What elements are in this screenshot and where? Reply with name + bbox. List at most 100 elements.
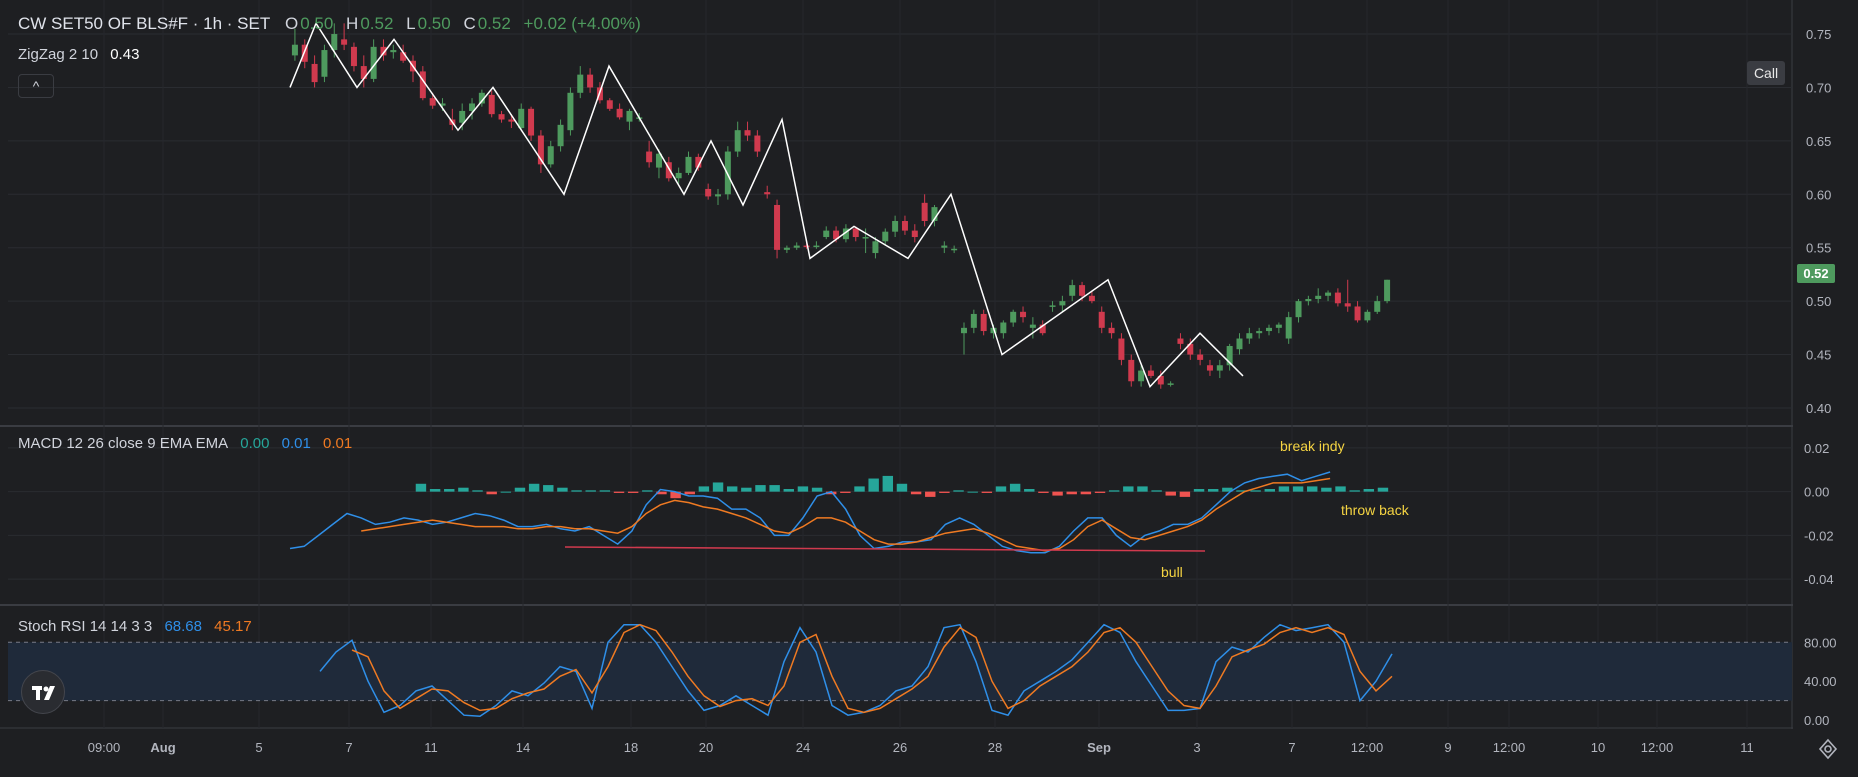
time-tick-label: 11: [1740, 740, 1754, 755]
macd-histogram-bar: [1066, 491, 1077, 495]
macd-histogram-bar: [613, 491, 625, 493]
macd-tick-label: -0.04: [1804, 572, 1834, 587]
close-label: C: [463, 14, 476, 33]
stoch-label[interactable]: Stoch RSI 14 14 3 3: [18, 618, 153, 635]
candle-body: [331, 34, 338, 51]
macd-histogram-bar: [571, 490, 582, 492]
candle-body: [941, 245, 948, 248]
candle-body: [1000, 322, 1007, 334]
macd-histogram-bar: [1278, 486, 1290, 492]
candle-body: [892, 221, 899, 232]
candle-body: [803, 245, 810, 248]
candle-body: [1364, 311, 1371, 321]
candle-body: [1128, 359, 1135, 382]
candle-body: [606, 100, 613, 109]
candle-body: [774, 204, 781, 250]
candle-body: [419, 71, 426, 99]
macd-histogram-bar: [557, 487, 568, 492]
macd-histogram-bar: [1108, 490, 1120, 492]
candle-body: [1049, 305, 1056, 307]
candle-body: [1079, 285, 1086, 296]
time-tick-label: 26: [893, 740, 907, 755]
time-tick-label: 12:00: [1493, 740, 1526, 755]
macd-histogram-bar: [1193, 489, 1205, 492]
time-axis[interactable]: [0, 729, 1858, 777]
candle-body: [862, 237, 869, 239]
candle-body: [360, 66, 367, 79]
stoch-band-fill: [8, 642, 1792, 701]
gear-icon[interactable]: [1816, 737, 1840, 761]
open-label: O: [284, 14, 299, 33]
macd-histogram-bar: [684, 491, 695, 495]
current-price-badge: 0.52: [1797, 264, 1835, 283]
time-tick-label: 5: [255, 740, 262, 755]
time-tick-label: 28: [988, 740, 1002, 755]
price-axis[interactable]: [1793, 0, 1858, 729]
candle-body: [1256, 331, 1263, 334]
macd-histogram-bar: [868, 478, 879, 492]
zigzag-legend[interactable]: ZigZag 2 10 0.43: [18, 46, 141, 63]
macd-histogram-bar: [953, 490, 964, 492]
macd-histogram-bar: [1080, 491, 1092, 495]
zigzag-label[interactable]: ZigZag 2 10: [18, 46, 99, 63]
macd-histogram-bar: [783, 489, 794, 492]
candle-body: [744, 130, 751, 136]
price-tick-label: 0.75: [1806, 27, 1831, 42]
macd-histogram-bar: [755, 485, 766, 492]
main-legend[interactable]: CW SET50 OF BLS#F · 1h · SET O 0.50 H 0.52…: [18, 14, 643, 34]
macd-tick-label: -0.02: [1804, 528, 1834, 543]
time-tick-label: 12:00: [1351, 740, 1384, 755]
stoch-tick-label: 0.00: [1804, 713, 1829, 728]
macd-signal-value: 0.01: [323, 435, 353, 452]
candle-body: [616, 108, 623, 118]
price-tick-label: 0.50: [1806, 294, 1831, 309]
candle-body: [341, 39, 348, 45]
price-tick-label: 0.40: [1806, 401, 1831, 416]
macd-histogram-bar: [627, 491, 639, 493]
candle-body: [459, 110, 466, 123]
candle-body: [921, 202, 928, 221]
macd-histogram-bar: [1009, 483, 1021, 492]
annotation-bull[interactable]: bull: [1161, 564, 1183, 580]
candle-body: [1029, 324, 1036, 328]
candle-body: [1088, 295, 1095, 302]
high-value: 0.52: [360, 14, 394, 33]
macd-histogram-bar: [712, 482, 724, 492]
tradingview-logo-icon[interactable]: [21, 670, 65, 714]
candle-body: [350, 46, 357, 67]
candle-body: [734, 130, 741, 152]
stoch-tick-label: 80.00: [1804, 635, 1837, 650]
macd-histogram-bar: [896, 483, 908, 492]
macd-histogram-bar: [1052, 491, 1063, 496]
call-button[interactable]: Call: [1747, 61, 1785, 85]
macd-legend[interactable]: MACD 12 26 close 9 EMA EMA 0.00 0.01 0.0…: [18, 435, 354, 452]
candle-body: [567, 92, 574, 131]
macd-label[interactable]: MACD 12 26 close 9 EMA EMA: [18, 435, 229, 452]
candle-body: [951, 248, 958, 251]
macd-histogram-bar: [514, 487, 526, 492]
candle-body: [488, 94, 495, 115]
macd-histogram-bar: [967, 491, 978, 493]
annotation-break-indy[interactable]: break indy: [1280, 438, 1345, 454]
symbol-title[interactable]: CW SET50 OF BLS#F · 1h · SET: [18, 14, 271, 33]
macd-histogram-bar: [1038, 491, 1049, 493]
candle-body: [1177, 338, 1184, 344]
candle-body: [705, 188, 712, 197]
candle-body: [764, 192, 771, 195]
candle-body: [813, 245, 820, 248]
candle-body: [1334, 292, 1341, 304]
bull-divergence-line[interactable]: [564, 546, 1206, 552]
candle-body: [655, 153, 662, 168]
candle-body: [685, 156, 692, 173]
candle-body: [833, 230, 840, 240]
macd-histogram-bar: [1207, 489, 1219, 492]
annotation-throw-back[interactable]: throw back: [1341, 502, 1410, 518]
stoch-legend[interactable]: Stoch RSI 14 14 3 3 68.68 45.17: [18, 618, 254, 635]
candle-body: [1275, 324, 1282, 328]
candle-body: [1069, 285, 1076, 296]
macd-tick-label: 0.00: [1804, 485, 1829, 500]
candle-body: [1344, 303, 1351, 307]
collapse-legend-button[interactable]: ^: [18, 74, 54, 98]
